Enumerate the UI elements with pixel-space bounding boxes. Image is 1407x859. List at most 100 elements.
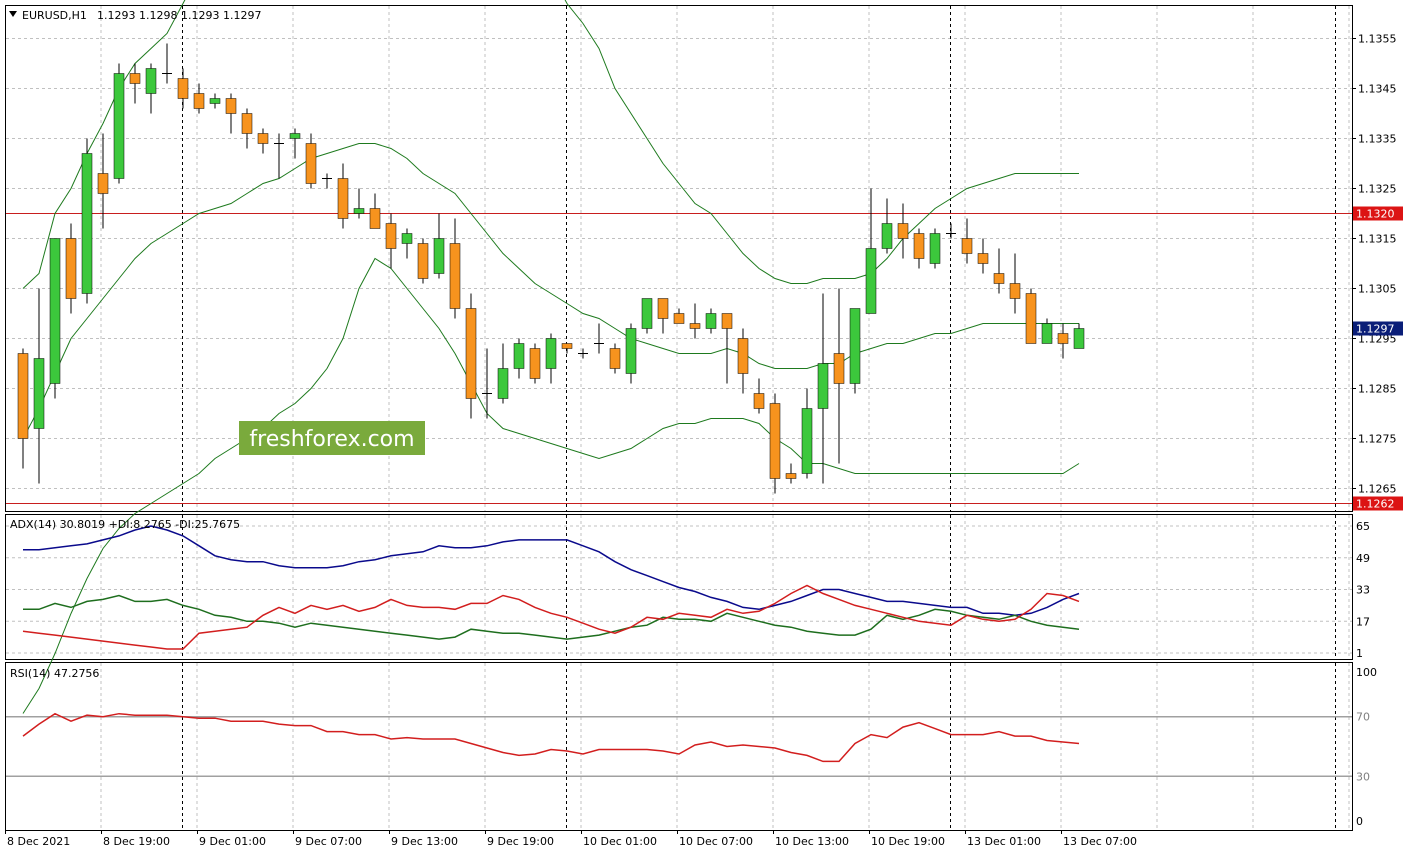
price-axis-label: 1.1275 [1358, 433, 1397, 446]
candle-body [49, 238, 61, 384]
candle [353, 188, 365, 219]
candle [193, 83, 205, 114]
candle [769, 393, 781, 494]
candle-body [305, 143, 317, 184]
candle-body [417, 243, 429, 279]
candle-body [337, 178, 349, 219]
price-axis-label: 1.1355 [1358, 33, 1397, 46]
current-price-tag: 1.1297 [1356, 323, 1395, 336]
candle [305, 133, 317, 189]
candle [497, 343, 509, 404]
adx-panel-label: ADX(14) 30.8019 +DI:8.2765 -DI:25.7675 [10, 518, 240, 531]
candle-body [865, 248, 877, 314]
time-axis-label: 9 Dec 07:00 [295, 835, 362, 848]
candle-body [993, 273, 1005, 284]
candle [833, 288, 845, 464]
candle-body [289, 133, 301, 139]
candle [129, 63, 141, 104]
candle-body [1041, 323, 1053, 344]
candle-body [833, 353, 845, 384]
time-axis-label: 10 Dec 01:00 [583, 835, 657, 848]
watermark-text: freshforex.com [249, 427, 414, 452]
candle-body [465, 308, 477, 399]
candle-body [929, 233, 941, 264]
candle [162, 43, 172, 84]
candle [17, 348, 29, 469]
candle-body [673, 313, 685, 324]
candle-body [609, 348, 621, 369]
candle [578, 348, 588, 359]
candle-body [433, 238, 445, 274]
rsi-axis-label: 100 [1356, 666, 1377, 679]
candle-body [753, 393, 765, 409]
level-high-tag: 1.1320 [1356, 208, 1395, 221]
watermark: freshforex.com [239, 421, 425, 455]
rsi-lines [22, 712, 1080, 763]
candle-body [497, 368, 509, 399]
candle-body [369, 208, 381, 229]
candle [594, 323, 604, 354]
candle-body [513, 343, 525, 369]
candle [1073, 323, 1085, 349]
adx-panel-frame [5, 514, 1353, 660]
axis-layer: 1.1355 1.1345 1.1335 1.1325 1.1315 1.1305 1.12… [5, 33, 1397, 848]
candle-body [65, 238, 77, 299]
candle [545, 333, 557, 384]
rsi-axis-label: 30 [1356, 770, 1370, 783]
candle-body [961, 238, 973, 254]
candle [449, 218, 461, 319]
time-axis-label: 10 Dec 13:00 [775, 835, 849, 848]
candle-body [625, 328, 637, 374]
candle-body [177, 78, 189, 99]
candle [657, 298, 669, 334]
level-high-tag-bg [1353, 206, 1403, 221]
candle [49, 238, 61, 399]
candle-body [193, 93, 205, 109]
candle-body [385, 223, 397, 249]
candle-body [977, 253, 989, 264]
candle [289, 128, 301, 159]
candle-body [881, 223, 893, 249]
candle [97, 133, 109, 229]
minus-di-line [22, 584, 1080, 650]
candle-body [705, 313, 717, 329]
candle [177, 68, 189, 109]
candle-body [913, 233, 925, 259]
collapse-triangle-icon[interactable] [9, 11, 17, 17]
candle-body [849, 308, 861, 384]
candle-body [353, 208, 365, 214]
candle-body [1009, 283, 1021, 299]
candle [897, 203, 909, 259]
candle [1057, 323, 1069, 359]
candle [961, 218, 973, 264]
candle-body [145, 68, 157, 94]
candle [705, 308, 717, 334]
candle [369, 193, 381, 229]
time-axis-label: 10 Dec 19:00 [871, 835, 945, 848]
time-axis-label: 13 Dec 07:00 [1063, 835, 1137, 848]
candle [225, 93, 237, 134]
symbol-label: EURUSD,H1 [22, 9, 87, 22]
price-tags: 1.1320 1.1297 1.1262 [1353, 206, 1403, 511]
candle-body [689, 323, 701, 329]
candle-body [33, 358, 45, 429]
candle [274, 133, 284, 179]
candle-body [97, 173, 109, 194]
candle [641, 298, 653, 334]
candle-body [209, 98, 221, 104]
candle [145, 63, 157, 114]
candle-body [1073, 328, 1085, 349]
candle [753, 378, 765, 414]
price-axis-label: 1.1345 [1358, 83, 1397, 96]
candle [737, 328, 749, 394]
candle [1025, 288, 1037, 344]
candle [113, 63, 125, 184]
candle [929, 228, 941, 269]
candle [209, 93, 221, 109]
candle [865, 188, 877, 314]
adx-lines [22, 525, 1080, 650]
bollinger-band-lower [22, 257, 1080, 714]
candle [801, 388, 813, 479]
